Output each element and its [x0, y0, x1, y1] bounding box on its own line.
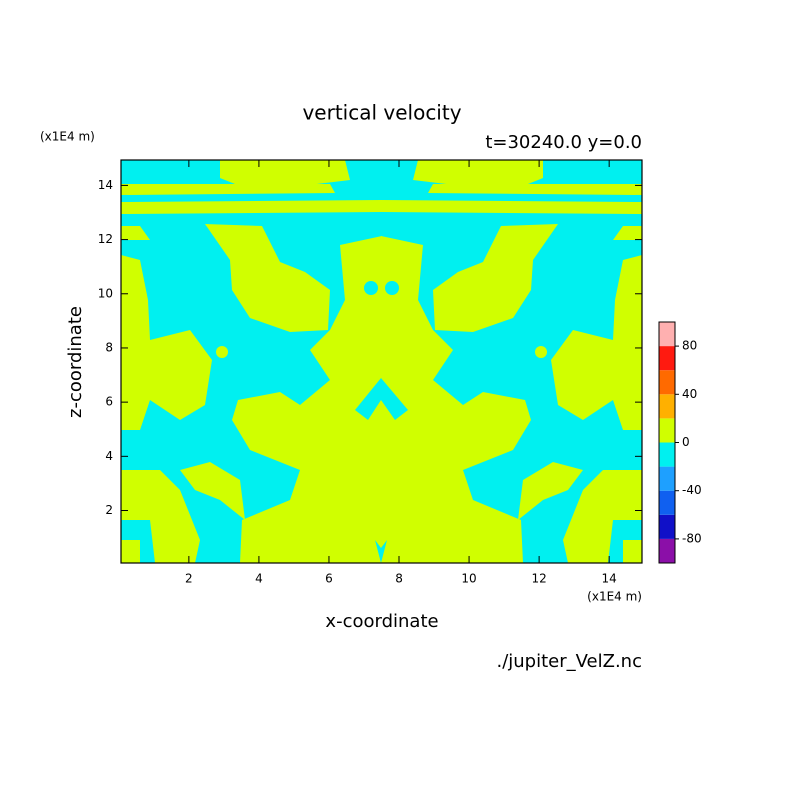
- x-tick-label: 4: [255, 572, 263, 586]
- colorbar-tick-label: 40: [682, 387, 697, 401]
- colorbar-box: [659, 418, 675, 443]
- y-tick-label: 8: [105, 340, 113, 354]
- colorbar-box: [659, 490, 675, 515]
- colorbar-box: [659, 394, 675, 419]
- y-tick-label: 4: [105, 449, 113, 463]
- y-tick-label: 14: [98, 178, 113, 192]
- plot-frame: [120, 159, 643, 564]
- x-tick-label: 8: [395, 572, 403, 586]
- colorbar-tick-label: -40: [682, 483, 702, 497]
- contour-field: [121, 160, 642, 563]
- x-tick-label: 12: [531, 572, 546, 586]
- y-tick-label: 2: [105, 503, 113, 517]
- x-tick-label: 10: [461, 572, 476, 586]
- x-tick-label: 2: [185, 572, 193, 586]
- colorbar-tick-label: 80: [682, 339, 697, 353]
- source-file: ./jupiter_VelZ.nc: [496, 651, 642, 672]
- y-tick-label: 10: [98, 286, 113, 300]
- x-tick-label: 6: [325, 572, 333, 586]
- chart-title: vertical velocity: [302, 101, 461, 125]
- x-unit: (x1E4 m): [587, 590, 642, 604]
- y-axis-label: z-coordinate: [65, 306, 86, 418]
- contour-holes: [355, 281, 408, 563]
- colorbar-box: [659, 538, 675, 563]
- colorbar-box: [659, 322, 675, 347]
- colorbar-box: [659, 466, 675, 491]
- colorbar-box: [659, 370, 675, 395]
- colorbar-tick-label: 0: [682, 435, 690, 449]
- y-tick-label: 12: [98, 232, 113, 246]
- colorbar-tick-label: -80: [682, 531, 702, 545]
- y-unit: (x1E4 m): [40, 130, 95, 144]
- colorbar-box: [659, 514, 675, 539]
- colorbar-box: [659, 442, 675, 467]
- x-axis-label: x-coordinate: [325, 611, 438, 632]
- x-tick-label: 14: [602, 572, 617, 586]
- colorbar-box: [659, 346, 675, 371]
- y-tick-label: 6: [105, 395, 113, 409]
- chart-subtitle: t=30240.0 y=0.0: [485, 132, 642, 153]
